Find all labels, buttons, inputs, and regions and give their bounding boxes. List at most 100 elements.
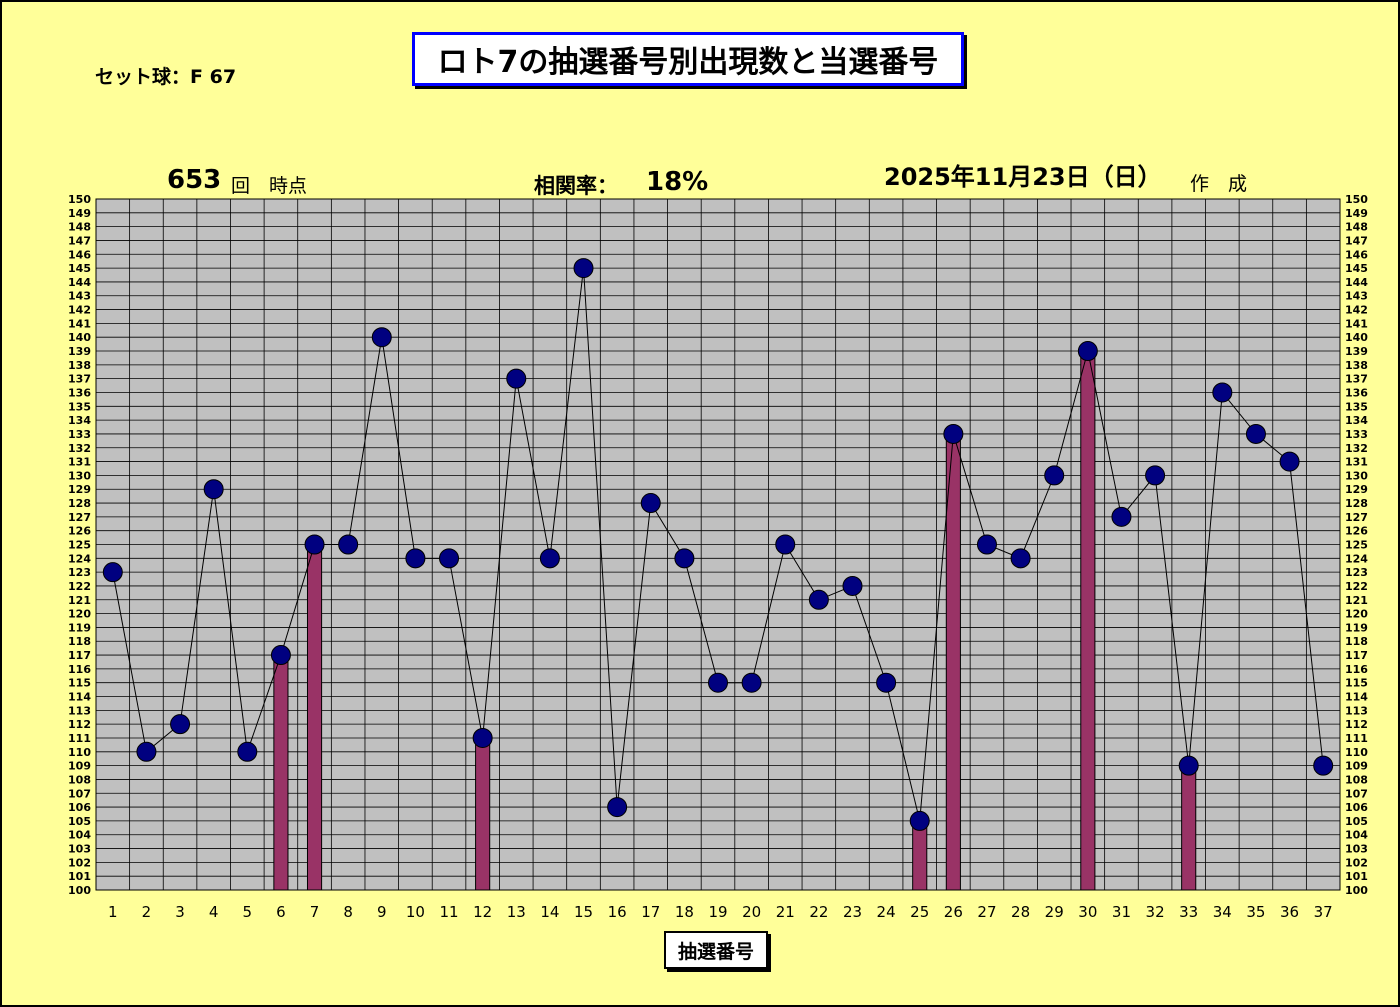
point-16 — [607, 797, 628, 818]
y-tick-label-right: 116 — [1345, 663, 1368, 676]
y-tick-label-right: 137 — [1345, 373, 1368, 386]
bar-6 — [273, 654, 289, 891]
x-tick-label-29: 29 — [1045, 903, 1064, 921]
y-tick-label-left: 125 — [68, 539, 91, 552]
point-29 — [1044, 465, 1065, 486]
point-7 — [304, 534, 325, 555]
y-tick-label-right: 145 — [1345, 262, 1368, 275]
x-tick-label-19: 19 — [708, 903, 727, 921]
bar-26 — [945, 433, 961, 891]
y-tick-label-right: 141 — [1345, 317, 1368, 330]
y-tick-label-left: 130 — [68, 469, 91, 482]
y-tick-label-right: 143 — [1345, 290, 1368, 303]
y-tick-label-left: 142 — [68, 304, 91, 317]
y-tick-label-right: 119 — [1345, 621, 1368, 634]
point-25 — [909, 810, 930, 831]
x-tick-label-5: 5 — [243, 903, 253, 921]
y-tick-label-left: 134 — [68, 414, 91, 427]
point-19 — [708, 672, 728, 693]
y-tick-label-right: 104 — [1345, 829, 1368, 842]
y-tick-label-left: 100 — [68, 884, 91, 897]
point-15 — [573, 258, 594, 279]
y-tick-label-left: 147 — [68, 234, 91, 247]
x-tick-label-4: 4 — [209, 903, 219, 921]
y-tick-label-left: 135 — [68, 400, 91, 413]
point-9 — [371, 327, 392, 348]
y-tick-label-left: 138 — [68, 359, 91, 372]
point-21 — [775, 534, 796, 555]
y-tick-label-left: 105 — [68, 815, 91, 828]
y-tick-label-right: 133 — [1345, 428, 1368, 441]
point-3 — [170, 714, 191, 735]
y-tick-label-left: 103 — [68, 843, 91, 856]
y-tick-label-left: 144 — [68, 276, 91, 289]
x-tick-label-37: 37 — [1314, 903, 1333, 921]
draw-count: 653 — [167, 165, 222, 195]
y-tick-label-right: 128 — [1345, 497, 1368, 510]
y-tick-label-right: 130 — [1345, 469, 1368, 482]
bar-7 — [306, 544, 323, 891]
x-tick-label-31: 31 — [1112, 903, 1131, 921]
y-tick-label-right: 127 — [1345, 511, 1368, 524]
point-10 — [405, 548, 426, 569]
x-axis-label: 抽選番号 — [664, 931, 768, 969]
x-tick-label-18: 18 — [675, 903, 694, 921]
y-tick-label-left: 117 — [68, 649, 91, 662]
y-tick-label-right: 124 — [1345, 552, 1368, 565]
y-tick-label-right: 138 — [1345, 359, 1368, 372]
x-tick-label-15: 15 — [574, 903, 593, 921]
y-tick-label-right: 149 — [1345, 207, 1368, 220]
point-2 — [136, 741, 157, 762]
point-35 — [1245, 423, 1266, 444]
point-33 — [1178, 755, 1199, 776]
y-tick-label-right: 150 — [1345, 193, 1368, 206]
x-tick-label-33: 33 — [1179, 903, 1198, 921]
x-tick-label-21: 21 — [776, 903, 795, 921]
point-37 — [1313, 755, 1334, 776]
y-tick-label-left: 150 — [68, 193, 91, 206]
point-31 — [1111, 506, 1132, 527]
y-tick-label-left: 123 — [68, 566, 91, 579]
x-tick-label-26: 26 — [944, 903, 963, 921]
y-tick-label-right: 129 — [1345, 483, 1368, 496]
bar-12 — [475, 737, 491, 891]
y-tick-label-left: 120 — [68, 608, 91, 621]
y-tick-label-left: 139 — [68, 345, 91, 358]
x-tick-label-28: 28 — [1011, 903, 1030, 921]
y-tick-label-left: 104 — [68, 829, 91, 842]
y-tick-label-right: 131 — [1345, 456, 1368, 469]
point-8 — [338, 534, 359, 555]
x-tick-label-30: 30 — [1078, 903, 1097, 921]
x-tick-label-35: 35 — [1246, 903, 1265, 921]
bar-30 — [1080, 350, 1096, 891]
y-tick-label-right: 123 — [1345, 566, 1368, 579]
y-tick-label-left: 145 — [68, 262, 91, 275]
bar-25 — [912, 820, 928, 891]
x-tick-label-20: 20 — [742, 903, 761, 921]
y-tick-label-right: 117 — [1345, 649, 1368, 662]
point-14 — [539, 548, 560, 569]
y-tick-label-left: 126 — [68, 525, 91, 538]
point-26 — [943, 423, 964, 444]
y-tick-label-left: 113 — [68, 704, 91, 717]
y-tick-label-right: 107 — [1345, 787, 1368, 800]
y-tick-label-left: 148 — [68, 221, 91, 234]
x-tick-label-2: 2 — [142, 903, 152, 921]
y-tick-label-left: 107 — [68, 787, 91, 800]
y-tick-label-right: 142 — [1345, 304, 1368, 317]
y-tick-label-right: 144 — [1345, 276, 1368, 289]
y-tick-label-right: 148 — [1345, 221, 1368, 234]
x-tick-label-14: 14 — [540, 903, 559, 921]
point-34 — [1212, 382, 1233, 403]
point-12 — [472, 727, 493, 748]
y-tick-label-right: 106 — [1345, 801, 1368, 814]
y-tick-label-left: 124 — [68, 552, 91, 565]
point-6 — [270, 645, 291, 666]
y-tick-label-right: 134 — [1345, 414, 1368, 427]
point-32 — [1145, 465, 1166, 486]
point-36 — [1279, 451, 1300, 472]
y-tick-label-left: 129 — [68, 483, 91, 496]
y-tick-label-left: 127 — [68, 511, 91, 524]
x-tick-label-8: 8 — [343, 903, 353, 921]
x-tick-label-7: 7 — [310, 903, 320, 921]
